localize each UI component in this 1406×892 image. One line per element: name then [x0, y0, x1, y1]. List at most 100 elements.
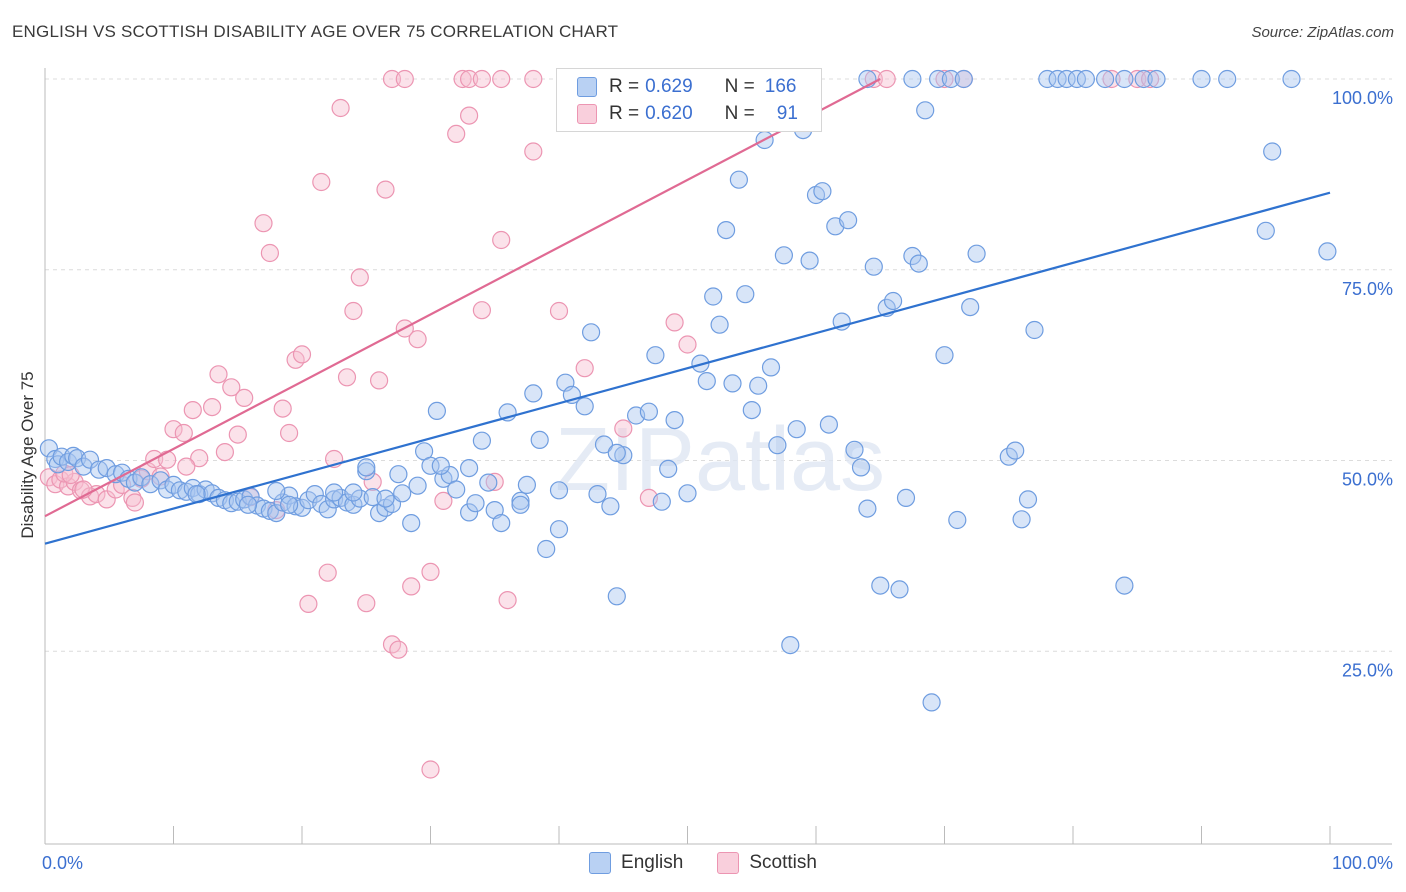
scottish-point [408, 330, 427, 349]
english-point [768, 436, 787, 455]
english-point [813, 182, 832, 201]
scottish-point [877, 69, 896, 89]
english-point [858, 499, 877, 518]
scottish-point [453, 69, 472, 89]
english-point [158, 480, 177, 499]
scottish-point [39, 468, 59, 487]
english-point [1095, 69, 1115, 89]
english-point [716, 221, 736, 240]
legend-english-n-label: N = [724, 76, 755, 97]
english-point [460, 503, 479, 522]
legend-english-r-value: 0.629 [645, 76, 693, 97]
english-point [80, 450, 100, 469]
english-point [729, 170, 749, 189]
english-point [537, 539, 556, 559]
english-point [466, 494, 485, 513]
scottish-point [402, 577, 421, 596]
english-point [864, 257, 883, 276]
scottish-trend-line [44, 78, 881, 518]
watermark: ZIPatlas [555, 410, 885, 510]
scottish-point [177, 457, 196, 476]
scottish-point [1128, 69, 1147, 89]
scottish-point [382, 69, 402, 89]
english-point [575, 397, 594, 416]
english-point [838, 211, 858, 230]
english-point [736, 285, 755, 304]
english-point [1263, 142, 1282, 161]
english-point [431, 456, 450, 475]
scottish-point [190, 449, 209, 468]
english-point [447, 480, 466, 499]
english-point [344, 483, 363, 502]
series-legend-english[interactable]: English [589, 852, 683, 874]
english-point [1115, 69, 1134, 89]
english-point [787, 420, 806, 439]
scottish-point [357, 594, 376, 613]
english-point [1218, 69, 1237, 89]
series-legend-scottish[interactable]: Scottish [717, 852, 817, 874]
scottish-point [395, 69, 414, 89]
scottish-point [376, 180, 395, 199]
scottish-point [389, 640, 408, 659]
english-point [1057, 69, 1076, 89]
english-point [781, 635, 800, 655]
y-tick-label-2: 75.0% [1342, 279, 1393, 299]
english-point [954, 69, 973, 89]
english-point [389, 465, 408, 484]
y-tick-label-0: 25.0% [1342, 660, 1393, 680]
scottish-point [1140, 69, 1160, 89]
scottish-point [254, 214, 273, 233]
scottish-point [370, 371, 389, 390]
english-point [1012, 510, 1031, 529]
scottish-point [158, 450, 177, 469]
english-point [267, 503, 286, 523]
english-point [1134, 69, 1153, 89]
english-point [890, 580, 909, 599]
scottish-point [935, 69, 954, 89]
english-point [800, 251, 819, 270]
english-point [1006, 441, 1025, 460]
scottish-point [549, 301, 569, 321]
english-point [1318, 242, 1337, 261]
english-point [761, 358, 781, 377]
english-point [421, 456, 440, 475]
english-point [74, 457, 93, 476]
scottish-point [678, 335, 697, 354]
english-point [607, 443, 626, 462]
english-point [639, 402, 659, 421]
series-swatch-scottish [717, 852, 740, 874]
x-tick-label-end: 100.0% [1332, 853, 1393, 873]
legend-english-n-value: 166 [764, 76, 797, 97]
scottish-point [235, 388, 254, 407]
series-label-english: English [621, 852, 684, 873]
scottish-point [260, 243, 279, 263]
legend-scottish-r-label: R = [609, 103, 640, 124]
english-point [588, 485, 607, 504]
english-point [678, 484, 697, 503]
scottish-point [524, 69, 543, 89]
trend-lines [44, 78, 1331, 545]
english-point [511, 495, 530, 514]
english-point [871, 576, 890, 595]
legend-row-scottish: R = 0.620 N = 91 [577, 101, 798, 127]
scottish-point [614, 419, 633, 438]
english-point [1192, 69, 1211, 89]
english-point [607, 587, 626, 606]
english-point [408, 476, 427, 495]
series-label-scottish: Scottish [749, 852, 817, 873]
english-point [267, 481, 286, 501]
english-point [935, 346, 954, 365]
legend-swatch-english [577, 77, 597, 97]
english-point [427, 401, 446, 420]
english-point [896, 488, 916, 507]
scottish-point [203, 398, 222, 417]
english-point [961, 298, 980, 317]
english-point [723, 374, 742, 393]
english-point [402, 513, 421, 533]
scottish-point [460, 106, 479, 125]
legend-scottish-n-value: 91 [776, 103, 798, 124]
scottish-point [460, 69, 479, 89]
tick-labels: 25.0% 50.0% 75.0% 100.0% 0.0% 100.0% Disabilit… [18, 88, 1393, 873]
scottish-point [280, 423, 299, 443]
